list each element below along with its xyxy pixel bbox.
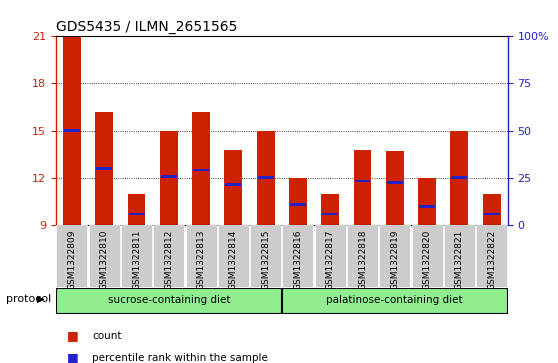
Bar — [444, 225, 475, 287]
Text: sucrose-containing diet: sucrose-containing diet — [108, 295, 230, 305]
Text: GSM1322815: GSM1322815 — [261, 230, 270, 290]
Bar — [192, 112, 210, 225]
Bar — [250, 225, 281, 287]
Bar — [322, 213, 338, 216]
Text: GSM1322809: GSM1322809 — [68, 230, 76, 290]
Bar — [354, 180, 371, 183]
Bar — [412, 225, 442, 287]
Bar — [258, 176, 273, 179]
Bar — [418, 178, 436, 225]
Bar — [282, 225, 314, 287]
Text: GSM1322816: GSM1322816 — [294, 230, 302, 290]
Text: GSM1322819: GSM1322819 — [390, 230, 400, 290]
Bar — [483, 193, 501, 225]
Bar — [64, 129, 80, 132]
Text: GSM1322813: GSM1322813 — [196, 230, 205, 290]
Bar — [121, 225, 152, 287]
Bar — [153, 225, 184, 287]
Bar — [218, 225, 249, 287]
Text: GSM1322818: GSM1322818 — [358, 230, 367, 290]
Text: palatinose-containing diet: palatinose-containing diet — [326, 295, 463, 305]
Text: ■: ■ — [67, 329, 79, 342]
Text: protocol: protocol — [6, 294, 51, 303]
Bar — [419, 205, 435, 208]
Bar — [224, 150, 242, 225]
Bar — [386, 151, 403, 225]
Bar — [186, 225, 217, 287]
Bar — [56, 288, 281, 313]
Text: GDS5435 / ILMN_2651565: GDS5435 / ILMN_2651565 — [56, 20, 237, 34]
Bar — [63, 36, 81, 225]
Bar — [379, 225, 410, 287]
Text: GSM1322820: GSM1322820 — [422, 230, 431, 290]
Bar — [321, 193, 339, 225]
Bar — [225, 183, 242, 185]
Bar — [282, 288, 507, 313]
Text: ■: ■ — [67, 351, 79, 363]
Bar — [128, 193, 146, 225]
Text: ▶: ▶ — [37, 294, 45, 303]
Text: GSM1322811: GSM1322811 — [132, 230, 141, 290]
Bar — [476, 225, 507, 287]
Bar — [161, 175, 177, 178]
Bar — [315, 225, 346, 287]
Bar — [95, 112, 113, 225]
Text: count: count — [92, 331, 122, 341]
Bar — [347, 225, 378, 287]
Text: GSM1322817: GSM1322817 — [326, 230, 335, 290]
Bar — [354, 150, 372, 225]
Text: percentile rank within the sample: percentile rank within the sample — [92, 352, 268, 363]
Bar — [257, 131, 275, 225]
Bar — [193, 168, 209, 171]
Bar — [450, 131, 468, 225]
Text: GSM1322821: GSM1322821 — [455, 230, 464, 290]
Bar — [160, 131, 177, 225]
Bar — [289, 178, 307, 225]
Bar — [56, 225, 88, 287]
Bar — [128, 213, 145, 216]
Bar — [387, 181, 403, 184]
Text: GSM1322814: GSM1322814 — [229, 230, 238, 290]
Bar — [290, 203, 306, 206]
Text: GSM1322810: GSM1322810 — [100, 230, 109, 290]
Bar — [451, 176, 468, 179]
Bar — [484, 213, 499, 216]
Bar — [89, 225, 120, 287]
Bar — [96, 167, 112, 170]
Text: GSM1322822: GSM1322822 — [487, 230, 496, 290]
Text: GSM1322812: GSM1322812 — [164, 230, 174, 290]
